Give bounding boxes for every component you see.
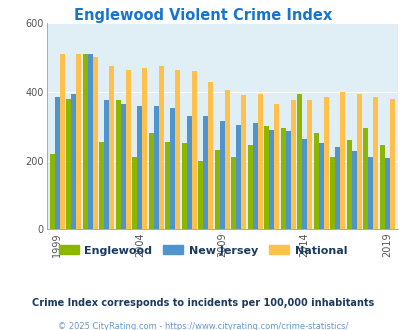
Bar — [236, 124, 241, 229]
Bar — [76, 54, 81, 229]
Bar — [191, 71, 196, 229]
Bar — [109, 66, 114, 229]
Bar — [198, 161, 203, 229]
Bar — [372, 97, 377, 229]
Bar — [367, 157, 372, 229]
Bar — [224, 90, 229, 229]
Bar — [99, 142, 104, 229]
Bar — [273, 104, 279, 229]
Bar — [247, 145, 252, 229]
Bar — [296, 94, 301, 229]
Bar — [50, 154, 55, 229]
Bar — [323, 97, 328, 229]
Bar — [356, 94, 361, 229]
Bar — [132, 157, 137, 229]
Bar — [104, 100, 109, 229]
Bar — [71, 94, 76, 229]
Legend: Englewood, New Jersey, National: Englewood, New Jersey, National — [54, 241, 351, 260]
Bar — [241, 95, 245, 229]
Bar — [214, 150, 219, 229]
Bar — [126, 70, 130, 229]
Bar — [170, 108, 175, 229]
Bar — [93, 57, 98, 229]
Bar — [208, 82, 213, 229]
Bar — [384, 158, 389, 229]
Bar — [335, 147, 339, 229]
Bar — [329, 157, 335, 229]
Bar — [264, 126, 269, 229]
Bar — [307, 100, 311, 229]
Bar — [389, 99, 394, 229]
Bar — [346, 140, 351, 229]
Bar — [379, 145, 384, 229]
Bar — [313, 133, 318, 229]
Bar — [351, 151, 356, 229]
Bar — [158, 66, 163, 229]
Bar — [66, 99, 71, 229]
Text: Crime Index corresponds to incidents per 100,000 inhabitants: Crime Index corresponds to incidents per… — [32, 298, 373, 308]
Bar — [203, 116, 208, 229]
Bar — [285, 131, 290, 229]
Bar — [301, 139, 307, 229]
Bar — [186, 116, 191, 229]
Bar — [339, 92, 344, 229]
Bar — [121, 104, 126, 229]
Bar — [280, 128, 285, 229]
Bar — [60, 54, 65, 229]
Bar — [165, 142, 170, 229]
Text: © 2025 CityRating.com - https://www.cityrating.com/crime-statistics/: © 2025 CityRating.com - https://www.city… — [58, 322, 347, 330]
Text: Englewood Violent Crime Index: Englewood Violent Crime Index — [74, 8, 331, 23]
Bar — [181, 144, 186, 229]
Bar — [55, 97, 60, 229]
Bar — [290, 100, 295, 229]
Bar — [252, 123, 257, 229]
Bar — [318, 144, 323, 229]
Bar — [362, 128, 367, 229]
Bar — [137, 106, 142, 229]
Bar — [83, 54, 88, 229]
Bar — [269, 130, 273, 229]
Bar — [231, 157, 236, 229]
Bar — [88, 54, 93, 229]
Bar — [142, 68, 147, 229]
Bar — [257, 94, 262, 229]
Bar — [149, 133, 153, 229]
Bar — [116, 100, 121, 229]
Bar — [153, 106, 158, 229]
Bar — [219, 121, 224, 229]
Bar — [175, 70, 180, 229]
